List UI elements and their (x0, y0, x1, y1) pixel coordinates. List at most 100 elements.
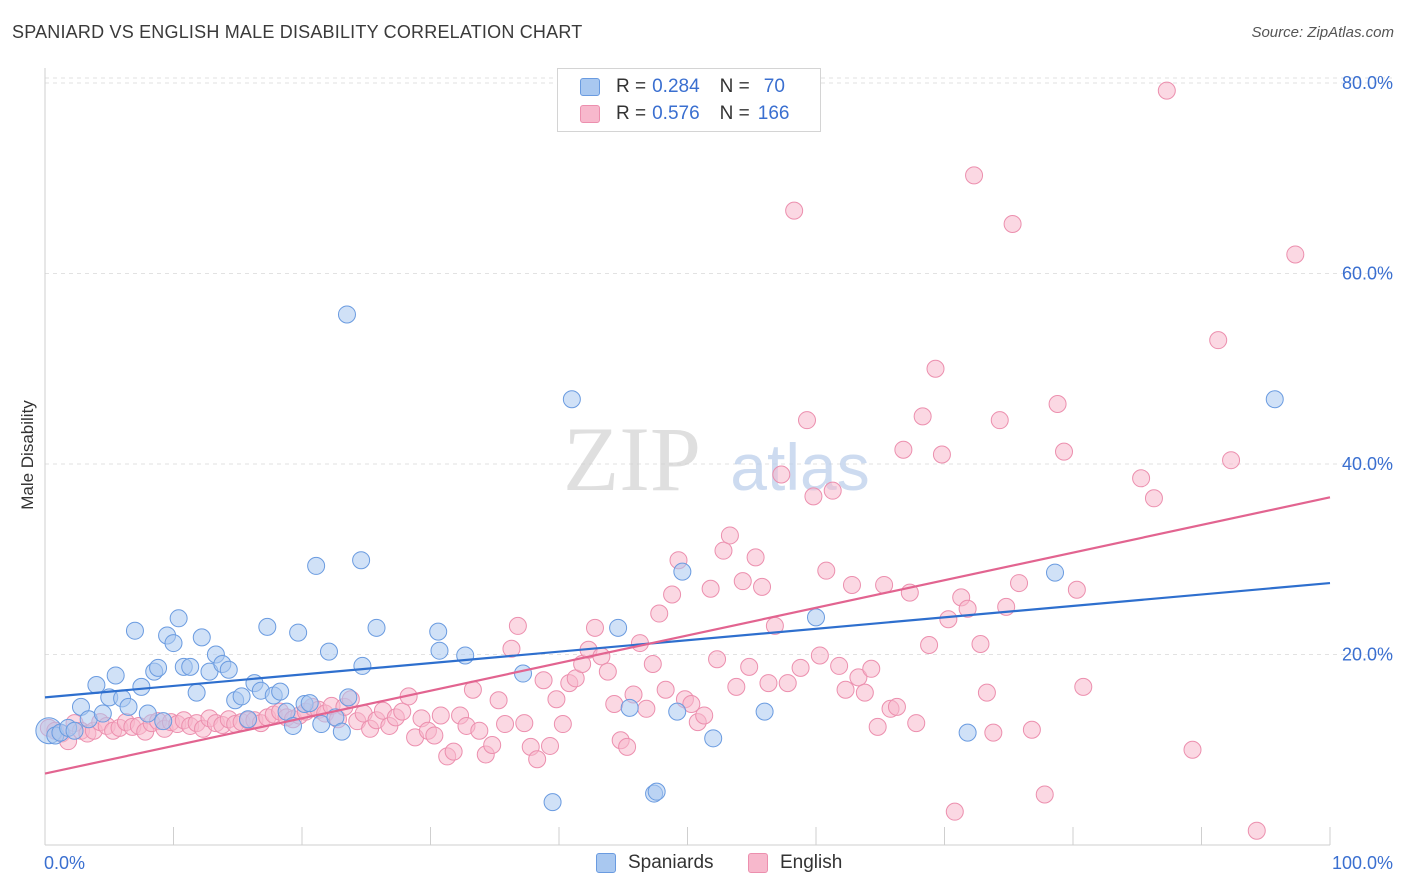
spaniards-point (300, 694, 319, 713)
legend-label-english: English (780, 852, 843, 873)
english-point (425, 726, 444, 745)
english-point (1247, 821, 1266, 840)
english-point (836, 680, 855, 699)
spaniards-point (87, 675, 106, 694)
english-point (907, 714, 926, 733)
spaniards-point (187, 683, 206, 702)
english-point (1222, 451, 1241, 470)
english-point (1209, 331, 1228, 350)
english-point (849, 668, 868, 687)
english-point (945, 802, 964, 821)
x-tick-label: 0.0% (44, 853, 85, 873)
english-point (804, 487, 823, 506)
english-point (431, 706, 450, 725)
spaniards-point (164, 634, 183, 653)
english-point (958, 599, 977, 618)
spaniards-point (647, 782, 666, 801)
spaniards-trend-line (44, 581, 1331, 699)
spaniards-point (352, 551, 371, 570)
english-point (592, 647, 611, 666)
english-point (791, 658, 810, 677)
legend-r-value: 0.284 (652, 76, 700, 97)
spaniards-point (668, 702, 687, 721)
spaniards-point (219, 660, 238, 679)
watermark-zip: ZIP (563, 408, 701, 510)
spaniards-point (755, 702, 774, 721)
y-tick-label: 40.0% (1342, 454, 1393, 474)
spaniards-point (169, 609, 188, 628)
english-point (444, 742, 463, 761)
y-tick-label: 60.0% (1342, 264, 1393, 284)
spaniards-point (958, 723, 977, 742)
spaniards-point (704, 729, 723, 748)
english-point (1022, 720, 1041, 739)
spaniards-point (1046, 563, 1065, 582)
english-point (823, 481, 842, 500)
spaniards-point (307, 556, 326, 575)
english-point (605, 695, 624, 714)
english-point (496, 715, 515, 734)
spaniards-point (232, 687, 251, 706)
spaniards-point (181, 657, 200, 676)
english-point (798, 411, 817, 430)
english-point (733, 572, 752, 591)
legend-row-spaniards: R = 0.284 N = 70 (580, 75, 785, 99)
legend-item-spaniards[interactable]: Spaniards (596, 852, 714, 874)
spaniards-point (430, 641, 449, 660)
english-point (663, 585, 682, 604)
legend-n-value: 70 (763, 76, 785, 97)
english-point (1183, 740, 1202, 759)
english-point (1010, 574, 1029, 593)
english-point (393, 702, 412, 721)
english-point (727, 677, 746, 696)
english-point (759, 674, 778, 693)
english-swatch (748, 853, 768, 873)
spaniards-point (367, 618, 386, 637)
spaniards-points (35, 305, 1284, 812)
english-point (778, 674, 797, 693)
legend-label-spaniards: Spaniards (628, 852, 714, 873)
english-point (1286, 245, 1305, 264)
spaniards-point (192, 628, 211, 647)
x-tick-label: 100.0% (1332, 853, 1393, 873)
english-point (547, 690, 566, 709)
legend-n-label: N = (719, 76, 750, 97)
legend-item-english[interactable]: English (748, 852, 842, 874)
grid-lines (45, 77, 1392, 655)
spaniards-point (1265, 390, 1284, 409)
english-point (990, 411, 1009, 430)
spaniards-point (93, 704, 112, 723)
spaniards-point (339, 688, 358, 707)
spaniards-point (289, 623, 308, 642)
tick-labels: 20.0% 40.0% 60.0% 80.0% 0.0% 100.0% (44, 73, 1393, 873)
english-point (502, 639, 521, 658)
english-point (708, 650, 727, 669)
english-point (534, 671, 553, 690)
english-point (785, 201, 804, 220)
spaniards-point (149, 658, 168, 677)
spaniards-point (319, 642, 338, 661)
spaniards-point (271, 682, 290, 701)
english-point (483, 735, 502, 754)
english-point (932, 445, 951, 464)
series-legend: Spaniards English (0, 852, 1406, 878)
spaniards-point (132, 677, 151, 696)
spaniards-point (106, 666, 125, 685)
spaniards-point (543, 793, 562, 812)
spaniards-swatch (596, 853, 616, 873)
english-point (643, 655, 662, 674)
y-tick-label: 20.0% (1342, 645, 1393, 665)
english-point (1055, 442, 1074, 461)
english-point (515, 714, 534, 733)
y-axis-label: Male Disability (18, 400, 37, 510)
spaniards-point (154, 712, 173, 731)
spaniards-point (620, 698, 639, 717)
legend-row-english: R = 0.576 N = 166 (580, 102, 789, 126)
legend-r-value: 0.576 (652, 103, 700, 124)
english-point (650, 604, 669, 623)
english-point (695, 706, 714, 725)
english-point (868, 717, 887, 736)
chart-source: Source: ZipAtlas.com (1251, 24, 1394, 41)
english-point (971, 635, 990, 654)
